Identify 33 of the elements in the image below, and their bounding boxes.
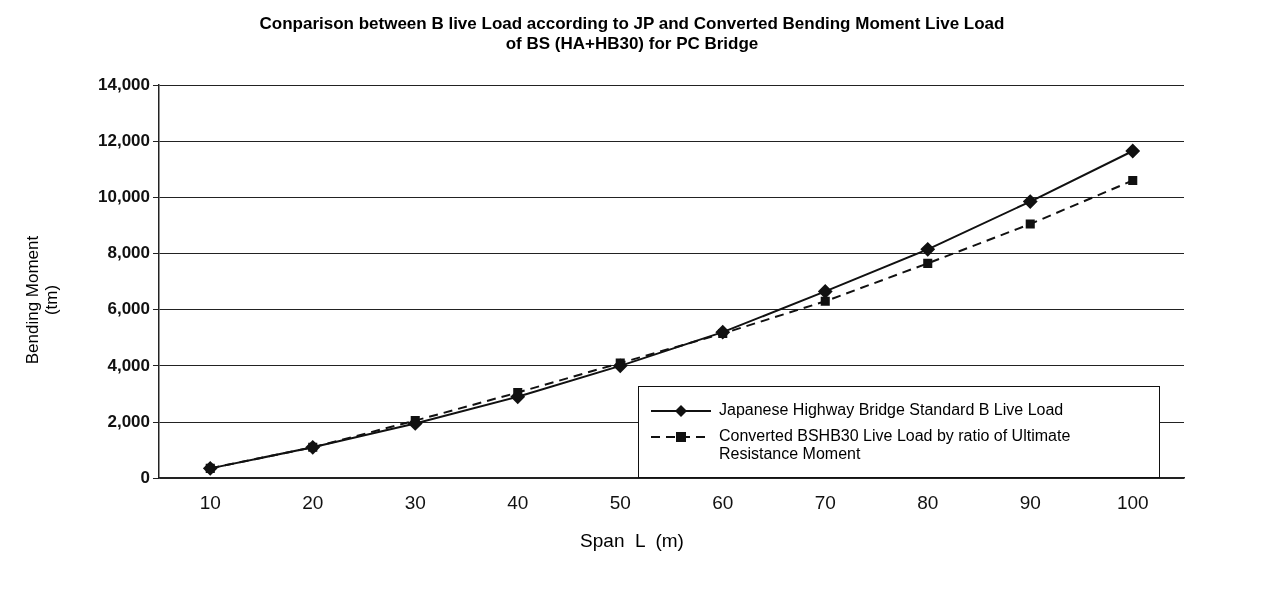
- x-tick-label: 60: [712, 491, 734, 513]
- point: [923, 258, 933, 268]
- y-tick-label: 6,000: [107, 299, 150, 319]
- x-tick-label: 100: [1116, 491, 1149, 513]
- x-axis-title: Span L (m): [579, 530, 685, 552]
- y-tick-label: 12,000: [98, 130, 150, 150]
- y-tick-label: 14,000: [98, 74, 150, 94]
- y-tick-label: 10,000: [98, 187, 150, 207]
- y-axis-title: Bending Moment (tm): [23, 235, 61, 365]
- x-tick-label: 90: [1019, 491, 1041, 513]
- x-tick-label: 50: [609, 491, 631, 513]
- legend-label: Japanese Highway Bridge Standard B Live Load: [719, 401, 1064, 420]
- point: [920, 242, 935, 257]
- y-tick-label: 8,000: [107, 243, 150, 263]
- point: [613, 358, 628, 373]
- point: [818, 284, 833, 299]
- x-tick-label: 40: [507, 491, 529, 513]
- point: [1025, 219, 1035, 229]
- point: [1023, 194, 1038, 209]
- y-tick-label: 2,000: [107, 411, 150, 431]
- point: [715, 325, 730, 340]
- x-tick-label: 70: [814, 491, 836, 513]
- point: [820, 296, 830, 306]
- x-tick-label: 10: [199, 491, 221, 513]
- x-tick-label: 20: [302, 491, 324, 513]
- legend-label: Converted BSHB30 Live Load by ratio of Ultimate Resistance Moment: [719, 427, 1072, 464]
- x-tick-label: 80: [917, 491, 939, 513]
- point: [1128, 175, 1138, 186]
- chart-title: Conparison between B live Load according to JP and Converted Bending Moment Live Load of BS (HA+HB30) for PC Bridge: [258, 14, 1006, 54]
- x-tick-label: 30: [404, 491, 426, 513]
- y-tick-label: 0: [140, 467, 150, 487]
- y-tick-label: 4,000: [107, 355, 150, 375]
- point: [1125, 144, 1140, 158]
